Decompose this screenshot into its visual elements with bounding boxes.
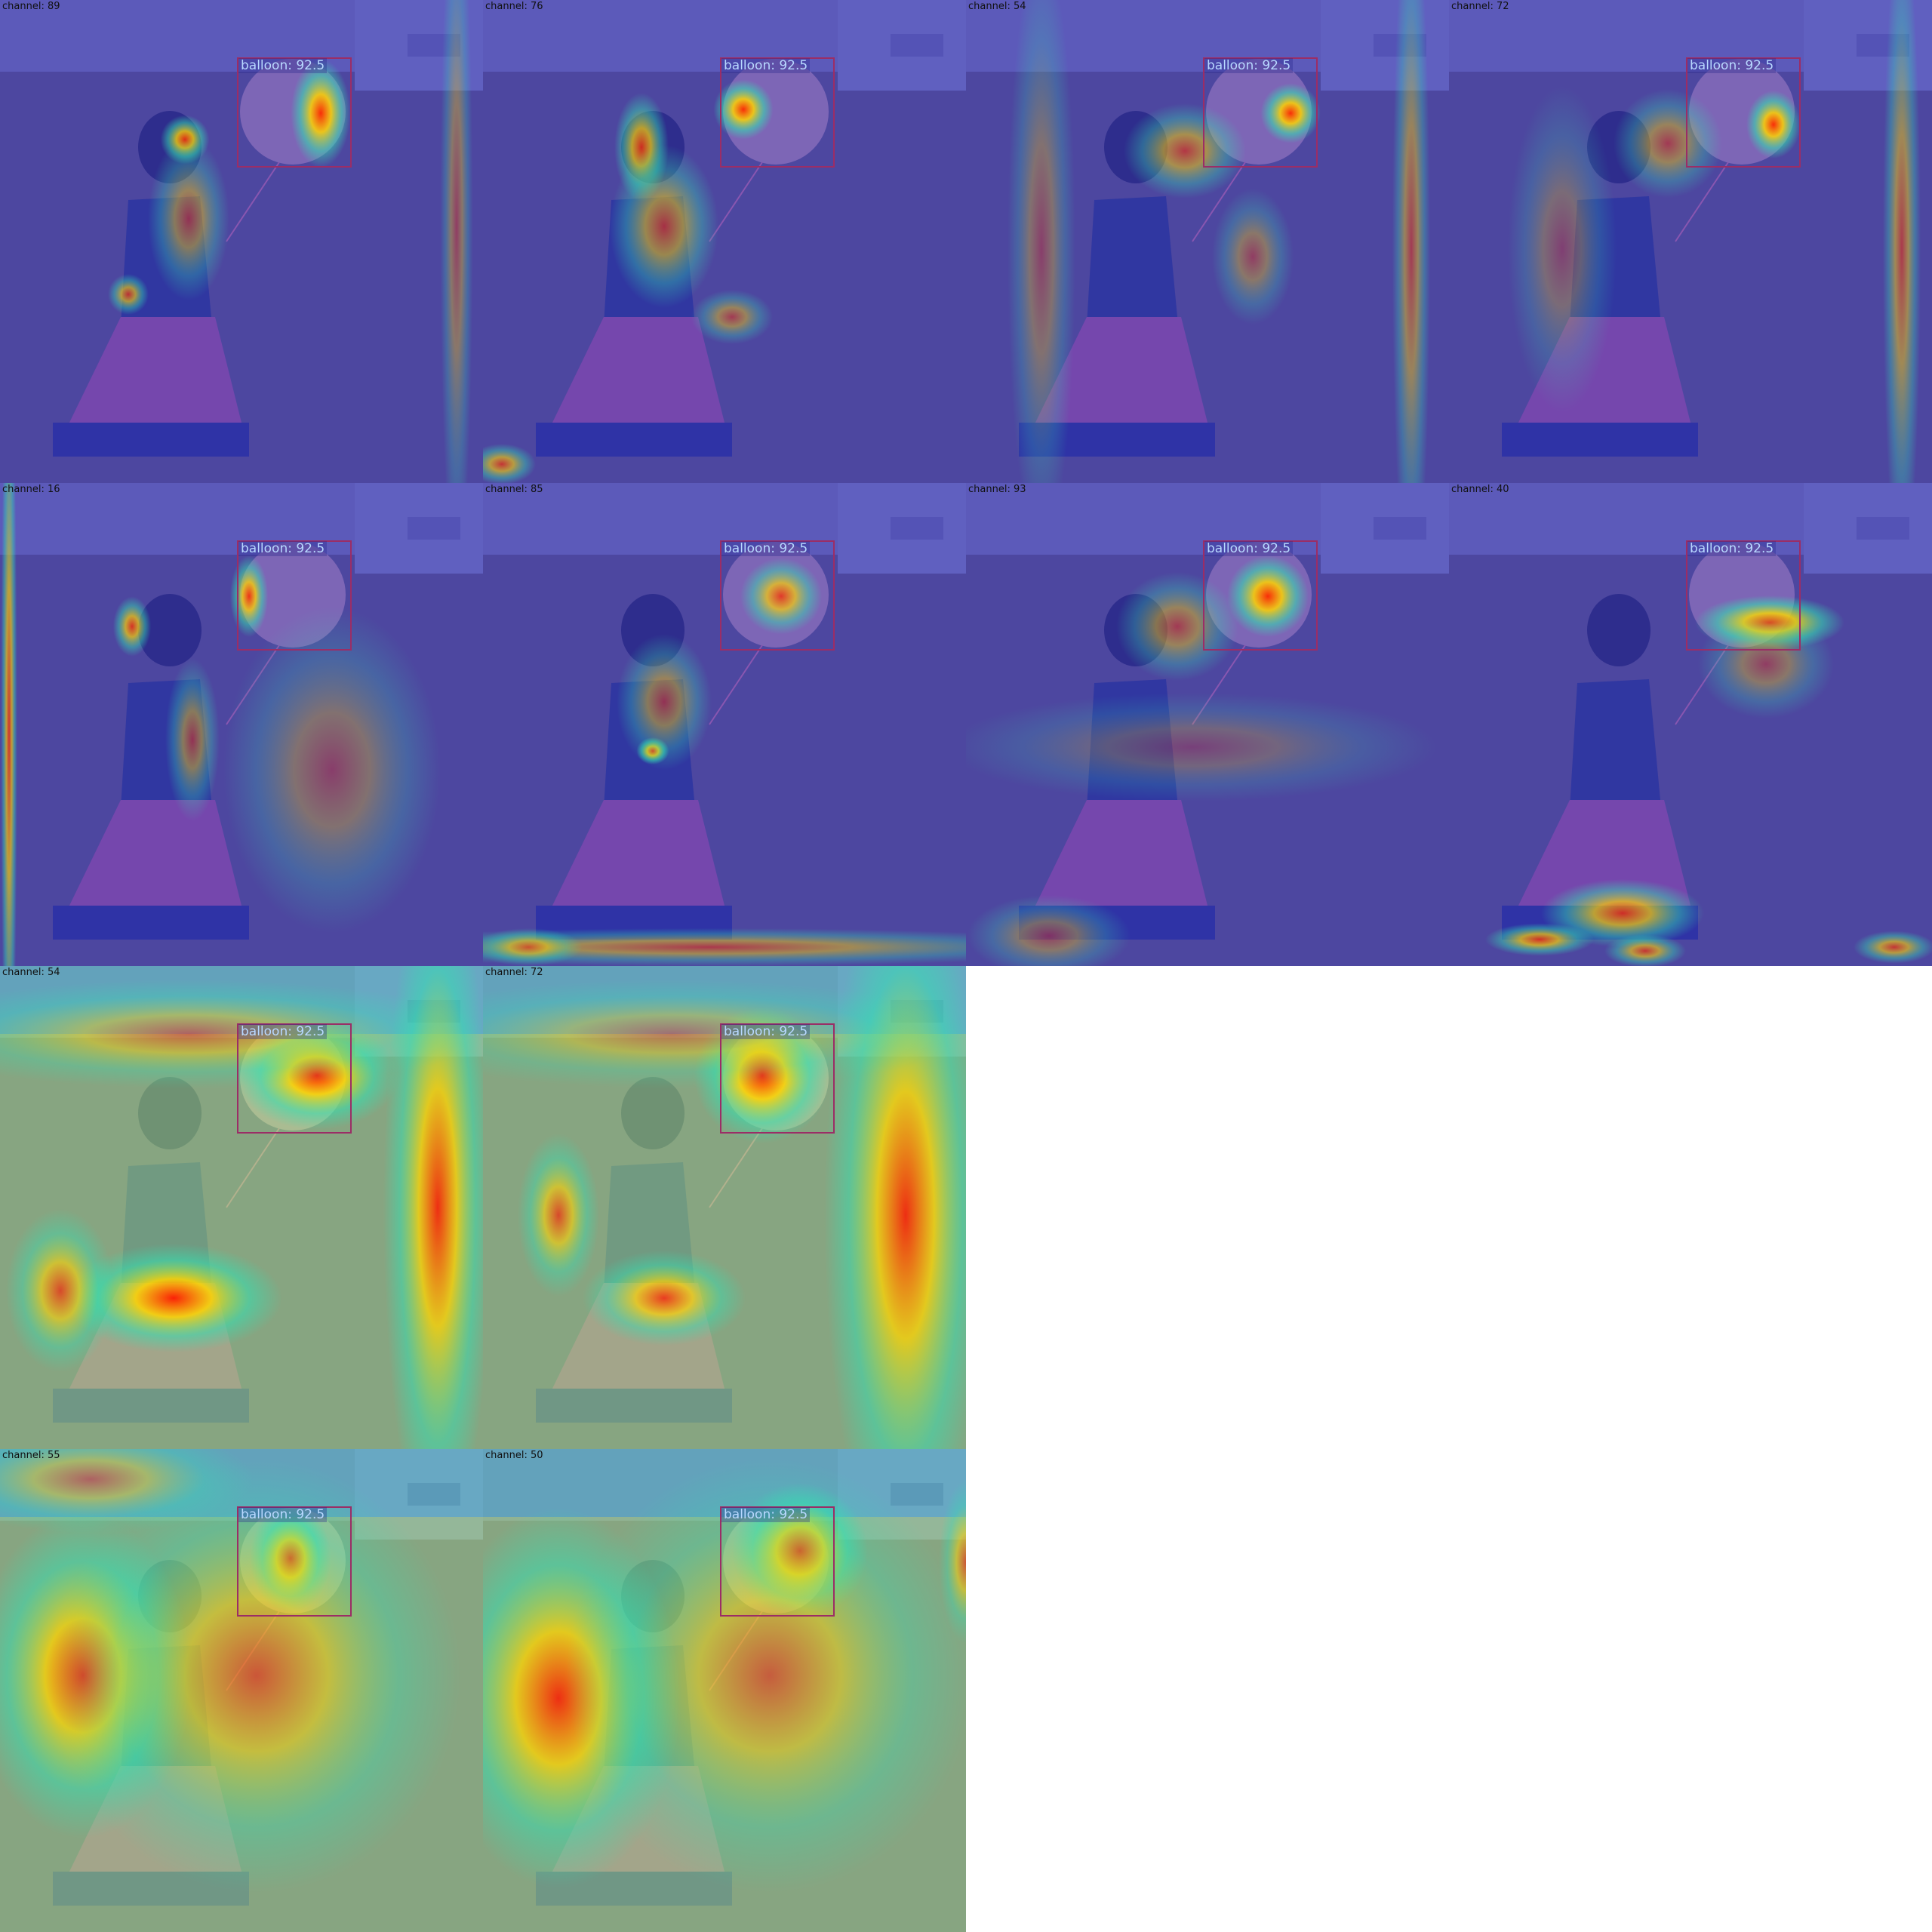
heatmap-panel: balloon: 92.5 channel: 50 — [483, 1449, 966, 1932]
detection-box — [237, 540, 352, 651]
channel-caption: channel: 55 — [2, 1450, 60, 1461]
heatmap-image — [0, 483, 483, 966]
channel-caption: channel: 72 — [485, 967, 543, 978]
heatmap-image — [1449, 0, 1932, 483]
channel-caption: channel: 89 — [2, 1, 60, 12]
detection-label: balloon: 92.5 — [721, 1024, 811, 1039]
heatmap-panel: balloon: 92.5 channel: 76 — [483, 0, 966, 483]
detection-box — [720, 1023, 835, 1134]
heatmap-panel: balloon: 92.5 channel: 72 — [1449, 0, 1932, 483]
channel-caption: channel: 93 — [968, 484, 1026, 495]
detection-label: balloon: 92.5 — [721, 1507, 811, 1522]
heatmap-panel: balloon: 92.5 channel: 54 — [0, 966, 483, 1449]
heatmap-image — [0, 966, 483, 1449]
detection-box — [1686, 57, 1801, 168]
detection-label: balloon: 92.5 — [721, 541, 811, 556]
detection-label: balloon: 92.5 — [238, 58, 328, 73]
heatmap-image — [0, 0, 483, 483]
heatmap-panel: balloon: 92.5 channel: 85 — [483, 483, 966, 966]
channel-caption: channel: 72 — [1451, 1, 1509, 12]
channel-caption: channel: 76 — [485, 1, 543, 12]
heatmap-panel: balloon: 92.5 channel: 93 — [966, 483, 1449, 966]
heatmap-image — [483, 0, 966, 483]
channel-caption: channel: 54 — [2, 967, 60, 978]
heatmap-panel: balloon: 92.5 channel: 89 — [0, 0, 483, 483]
heatmap-panel: balloon: 92.5 channel: 55 — [0, 1449, 483, 1932]
detection-label: balloon: 92.5 — [238, 1024, 328, 1039]
heatmap-image — [1449, 483, 1932, 966]
channel-caption: channel: 16 — [2, 484, 60, 495]
detection-label: balloon: 92.5 — [721, 58, 811, 73]
detection-box — [237, 1506, 352, 1617]
detection-box — [1203, 540, 1318, 651]
detection-box — [237, 1023, 352, 1134]
detection-label: balloon: 92.5 — [238, 541, 328, 556]
heatmap-panel: balloon: 92.5 channel: 40 — [1449, 483, 1932, 966]
detection-label: balloon: 92.5 — [1204, 58, 1294, 73]
heatmap-image — [483, 483, 966, 966]
channel-caption: channel: 85 — [485, 484, 543, 495]
channel-caption: channel: 40 — [1451, 484, 1509, 495]
detection-label: balloon: 92.5 — [1687, 541, 1777, 556]
heatmap-panel: balloon: 92.5 channel: 16 — [0, 483, 483, 966]
detection-label: balloon: 92.5 — [1687, 58, 1777, 73]
heatmap-image — [966, 0, 1449, 483]
detection-box — [720, 57, 835, 168]
heatmap-image — [966, 483, 1449, 966]
detection-box — [1686, 540, 1801, 651]
heatmap-image — [483, 966, 966, 1449]
detection-box — [720, 540, 835, 651]
channel-caption: channel: 54 — [968, 1, 1026, 12]
detection-box — [720, 1506, 835, 1617]
detection-label: balloon: 92.5 — [1204, 541, 1294, 556]
detection-box — [237, 57, 352, 168]
detection-box — [1203, 57, 1318, 168]
detection-label: balloon: 92.5 — [238, 1507, 328, 1522]
heatmap-image — [483, 1449, 966, 1932]
heatmap-panel: balloon: 92.5 channel: 72 — [483, 966, 966, 1449]
heatmap-image — [0, 1449, 483, 1932]
heatmap-panel: balloon: 92.5 channel: 54 — [966, 0, 1449, 483]
channel-caption: channel: 50 — [485, 1450, 543, 1461]
